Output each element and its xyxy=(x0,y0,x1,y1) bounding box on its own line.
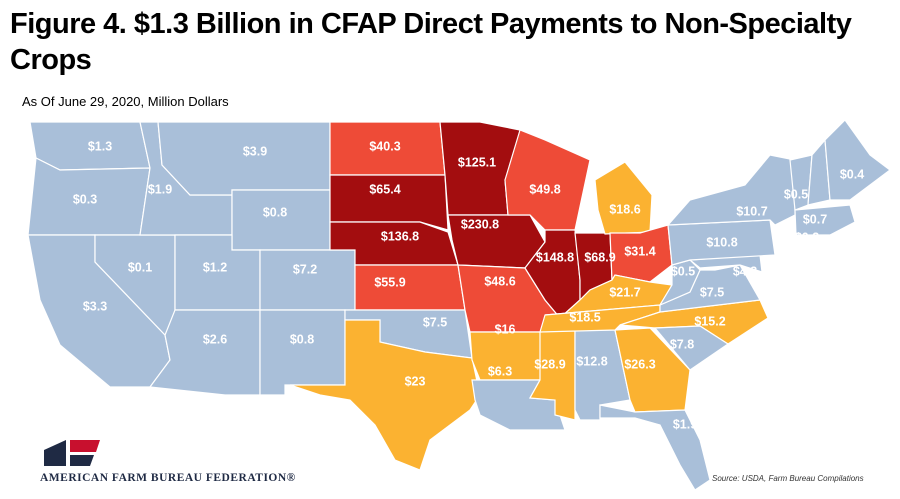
state xyxy=(157,121,331,196)
value-label: $1.9 xyxy=(673,417,697,431)
value-label: $0.8 xyxy=(263,205,287,219)
value-label: $28.9 xyxy=(534,357,565,371)
value-label: $3.9 xyxy=(243,144,267,158)
value-label: $2.6 xyxy=(203,332,227,346)
value-label: $7.8 xyxy=(670,337,694,351)
value-label: $26.3 xyxy=(624,357,655,371)
value-label: $4.3 xyxy=(733,264,757,278)
value-label: $0.3 xyxy=(73,192,97,206)
value-label: $7.5 xyxy=(700,285,724,299)
value-label: $0.7 xyxy=(803,212,827,226)
state xyxy=(653,325,730,371)
value-label: $0.2 xyxy=(795,230,819,244)
value-label: $21.7 xyxy=(609,285,640,299)
value-label: $1.3 xyxy=(88,139,112,153)
value-label: $48.6 xyxy=(484,274,515,288)
state xyxy=(666,154,796,226)
state xyxy=(329,174,449,231)
value-label: $18.6 xyxy=(609,202,640,216)
state xyxy=(794,204,856,236)
value-label: $1.2 xyxy=(203,260,227,274)
value-label: $7.2 xyxy=(293,262,317,276)
subtitle: As Of June 29, 2020, Million Dollars xyxy=(22,94,229,109)
value-label: $55.9 xyxy=(374,275,405,289)
value-label: $125.1 xyxy=(458,155,496,169)
value-label: $0.4 xyxy=(840,167,864,181)
title: Figure 4. $1.3 Billion in CFAP Direct Pa… xyxy=(10,8,852,76)
value-label: $0.8 xyxy=(290,332,314,346)
labels: $1.3 $0.3 $3.3 $0.1 $1.9 $3.9 $0.8 $1.2 $7.2 $2.6… xyxy=(73,139,864,431)
value-label: $1.9 xyxy=(148,182,172,196)
state xyxy=(259,309,346,396)
source: Source: USDA, Farm Bureau Compilations xyxy=(712,474,864,483)
value-label: $0.1 xyxy=(128,260,152,274)
value-label: $15.2 xyxy=(694,314,725,328)
value-label: $49.8 xyxy=(529,182,560,196)
state xyxy=(289,319,481,471)
value-label: $7.5 xyxy=(423,315,447,329)
value-label: $68.9 xyxy=(584,250,615,264)
state xyxy=(824,119,891,201)
value-label: $31.4 xyxy=(624,244,655,258)
value-label: $23 xyxy=(405,374,426,388)
state xyxy=(259,249,356,311)
value-label: $148.8 xyxy=(536,250,574,264)
value-label: $12.8 xyxy=(576,354,607,368)
logo-mark xyxy=(44,440,100,466)
state xyxy=(599,404,711,491)
logo-text: AMERICAN FARM BUREAU FEDERATION® xyxy=(40,472,296,484)
value-label: $136.8 xyxy=(381,229,419,243)
value-label: $230.8 xyxy=(461,217,499,231)
state xyxy=(354,264,466,311)
state xyxy=(231,189,331,251)
value-label: $16 xyxy=(495,322,516,336)
value-label: $3.3 xyxy=(83,299,107,313)
value-label: $40.3 xyxy=(369,139,400,153)
states xyxy=(27,119,891,491)
state xyxy=(504,129,591,231)
state xyxy=(594,161,653,235)
value-label: $65.4 xyxy=(369,182,400,196)
value-label: $0.5 xyxy=(784,187,808,201)
value-label: $18.5 xyxy=(569,310,600,324)
value-label: $0.5 xyxy=(671,264,695,278)
value-label: $10.8 xyxy=(706,235,737,249)
value-label: $6.3 xyxy=(488,364,512,378)
value-label: $10.7 xyxy=(736,204,767,218)
